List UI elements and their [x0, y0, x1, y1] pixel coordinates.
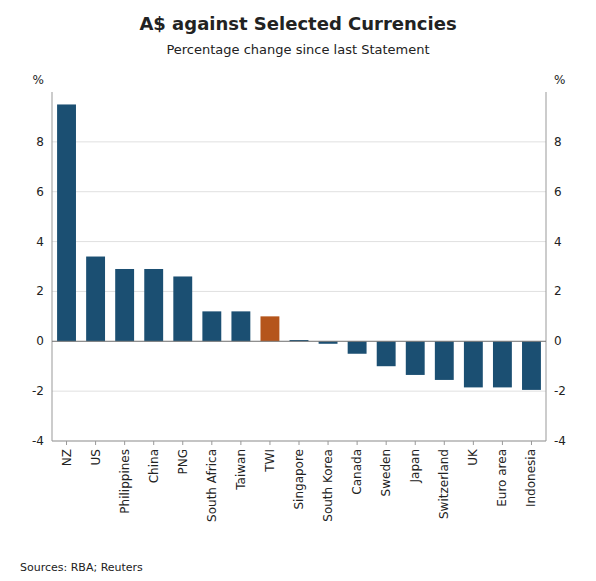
x-tick-label: South Africa	[205, 449, 219, 522]
y-tick-label: 0	[36, 334, 44, 348]
x-tick	[95, 441, 96, 445]
y-tick-label: 6	[36, 185, 44, 199]
x-tick-label: Singapore	[292, 449, 306, 510]
grid	[52, 142, 546, 441]
x-tick	[357, 441, 358, 445]
y-tick-label: 8	[36, 135, 44, 149]
x-tick-label: Indonesia	[524, 449, 538, 507]
bar	[57, 104, 76, 341]
y-tick-label: -4	[32, 434, 44, 448]
x-tick	[182, 441, 183, 445]
y-axis-line	[52, 92, 53, 441]
y2-tick-label: 6	[554, 185, 562, 199]
bar	[115, 269, 134, 341]
x-tick-label: Switzerland	[437, 449, 451, 519]
grid-line	[52, 341, 546, 342]
y2-tick-label: 0	[554, 334, 562, 348]
x-tick	[386, 441, 387, 445]
x-tick	[444, 441, 445, 445]
bar	[173, 276, 192, 341]
x-tick	[531, 441, 532, 445]
x-tick-label: PNG	[176, 449, 190, 475]
y2-tick-label: -2	[554, 384, 566, 398]
bar	[348, 341, 367, 353]
zero-line	[52, 341, 546, 342]
y2-axis-line	[546, 92, 547, 441]
bar	[464, 341, 483, 387]
x-tick	[415, 441, 416, 445]
bar	[231, 311, 250, 341]
bar	[202, 311, 221, 341]
y2-axis-label: %	[554, 73, 565, 87]
x-tick-label: Japan	[408, 449, 422, 483]
bar	[377, 341, 396, 366]
bar	[435, 341, 454, 380]
x-tick-label: Philippines	[118, 449, 132, 514]
x-tick-label: South Korea	[321, 449, 335, 522]
x-tick-label: UK	[466, 448, 480, 466]
x-tick	[328, 441, 329, 445]
source: Sources: RBA; Reuters	[20, 561, 143, 574]
subtitle: Percentage change since last Statement	[166, 42, 429, 57]
x-tick	[240, 441, 241, 445]
x-tick-label: US	[89, 449, 103, 465]
x-tick	[473, 441, 474, 445]
bar	[144, 269, 163, 341]
grid-line	[52, 241, 546, 242]
bar	[260, 316, 279, 341]
x-tick-label: TWI	[263, 449, 277, 473]
y-tick-label: 4	[36, 235, 44, 249]
bar	[86, 257, 105, 342]
y2-tick-label: 2	[554, 284, 562, 298]
x-tick	[502, 441, 503, 445]
bar	[522, 341, 541, 390]
x-tick-label: Canada	[350, 449, 364, 495]
x-tick	[269, 441, 270, 445]
x-tick-label: NZ	[60, 449, 74, 466]
title: A$ against Selected Currencies	[139, 13, 456, 34]
y2-tick-label: -4	[554, 434, 566, 448]
y2-tick-label: 4	[554, 235, 562, 249]
x-tick-label: Sweden	[379, 449, 393, 496]
bar	[493, 341, 512, 387]
x-tick	[211, 441, 212, 445]
x-tick-label: China	[147, 449, 161, 483]
grid-line	[52, 191, 546, 192]
y-tick-label: 2	[36, 284, 44, 298]
y-axis-label: %	[33, 73, 44, 87]
y2-tick-label: 8	[554, 135, 562, 149]
bar	[406, 341, 425, 375]
x-tick-label: Euro area	[495, 449, 509, 507]
chart: A$ against Selected Currencies Percentage…	[0, 0, 596, 581]
x-tick	[66, 441, 67, 445]
grid-line	[52, 141, 546, 142]
x-tick	[299, 441, 300, 445]
x-tick	[124, 441, 125, 445]
grid-line	[52, 391, 546, 392]
bars	[57, 104, 541, 389]
y-tick-label: -2	[32, 384, 44, 398]
x-tick	[153, 441, 154, 445]
x-tick-label: Taiwan	[234, 449, 248, 491]
